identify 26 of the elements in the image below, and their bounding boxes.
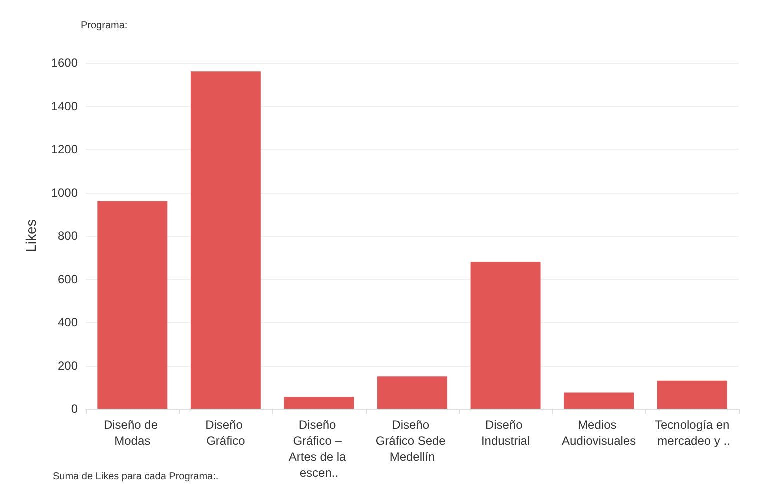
x-tick-label: Tecnología en mercadeo y .. [654,418,730,448]
y-tick-label: 1000 [51,186,78,200]
y-tick-label: 600 [58,272,78,286]
bar [190,72,261,409]
y-tick-label: 400 [58,316,78,330]
bar [378,376,448,409]
bar [470,262,541,409]
x-tick-label: Diseño Gráfico [206,418,246,448]
x-tick-label: Medios Audiovisuales [562,418,636,448]
y-tick-label: 1600 [51,56,78,70]
y-tick-label: 1200 [51,142,78,156]
y-tick-label: 200 [58,358,78,373]
x-tick-label: Diseño de Modas [104,418,162,448]
bar [284,397,354,409]
x-tick-label: Diseño Gráfico – Artes de la escen.. [288,418,350,480]
bar [98,201,168,409]
x-tick-label: Diseño Gráfico Sede Medellín [376,418,450,464]
y-tick-label: 0 [71,402,78,416]
text: Suma de Likes para cada Programa:. [53,472,219,482]
y-tick-label: 800 [58,229,78,243]
bar [564,392,634,409]
chart-title: Programa: [81,20,128,32]
y-axis-title: Likes [23,220,39,252]
y-tick-label: 1400 [51,99,78,114]
bar [657,380,728,409]
x-tick-label: Diseño Industrial [481,418,530,448]
